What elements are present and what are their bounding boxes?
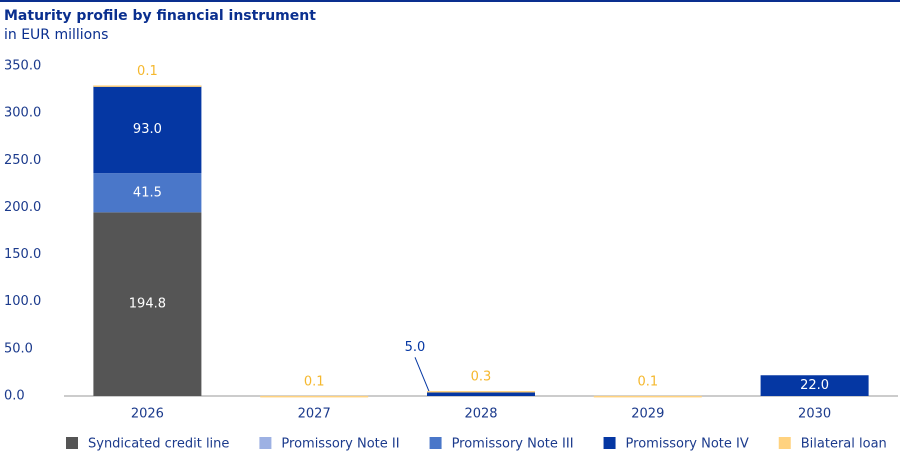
y-tick-label: 0.0	[4, 389, 25, 404]
bar-segment	[93, 85, 202, 87]
y-tick-label: 50.0	[4, 341, 33, 356]
value-label: 5.0	[405, 340, 426, 355]
legend-label: Syndicated credit line	[88, 437, 229, 452]
legend-label: Bilateral loan	[801, 437, 887, 452]
bar-segment	[93, 173, 202, 213]
legend-label: Promissory Note IV	[626, 437, 749, 452]
x-tick-label: 2026	[131, 407, 164, 422]
legend-swatch	[429, 437, 442, 449]
bar-segment	[427, 391, 535, 396]
legend-swatch	[778, 437, 791, 449]
bar-segment	[260, 395, 369, 398]
value-label: 0.1	[637, 374, 658, 389]
bar-segment	[427, 391, 535, 393]
value-label: 0.1	[137, 64, 158, 79]
bar-segment	[93, 85, 202, 174]
bar-segment	[760, 375, 869, 396]
x-tick-label: 2028	[464, 407, 497, 422]
legend-label: Promissory Note III	[452, 437, 574, 452]
legend-swatch	[66, 437, 78, 449]
value-label: 0.1	[304, 374, 325, 389]
x-tick-label: 2030	[798, 407, 831, 422]
x-tick-label: 2029	[631, 407, 664, 422]
y-tick-label: 300.0	[4, 106, 41, 121]
legend-label: Promissory Note II	[281, 437, 399, 452]
value-label: 194.8	[129, 297, 166, 312]
chart-title: Maturity profile by financial instrument	[4, 8, 316, 24]
x-tick-label: 2027	[298, 407, 331, 422]
y-tick-label: 200.0	[4, 200, 41, 215]
y-tick-label: 350.0	[4, 59, 41, 74]
legend-swatch	[603, 437, 616, 449]
y-tick-label: 250.0	[4, 153, 41, 168]
leader-line	[414, 357, 430, 392]
y-tick-label: 100.0	[4, 294, 41, 309]
value-label: 41.5	[133, 185, 162, 200]
bar-segment	[93, 212, 202, 396]
top-rule	[0, 0, 900, 2]
legend-swatch	[259, 437, 272, 449]
y-tick-label: 150.0	[4, 247, 41, 262]
bar-segment	[593, 395, 702, 398]
value-label: 22.0	[800, 378, 829, 393]
value-label: 0.3	[471, 370, 492, 385]
chart-subtitle: in EUR millions	[4, 27, 108, 43]
value-label: 93.0	[133, 122, 162, 137]
